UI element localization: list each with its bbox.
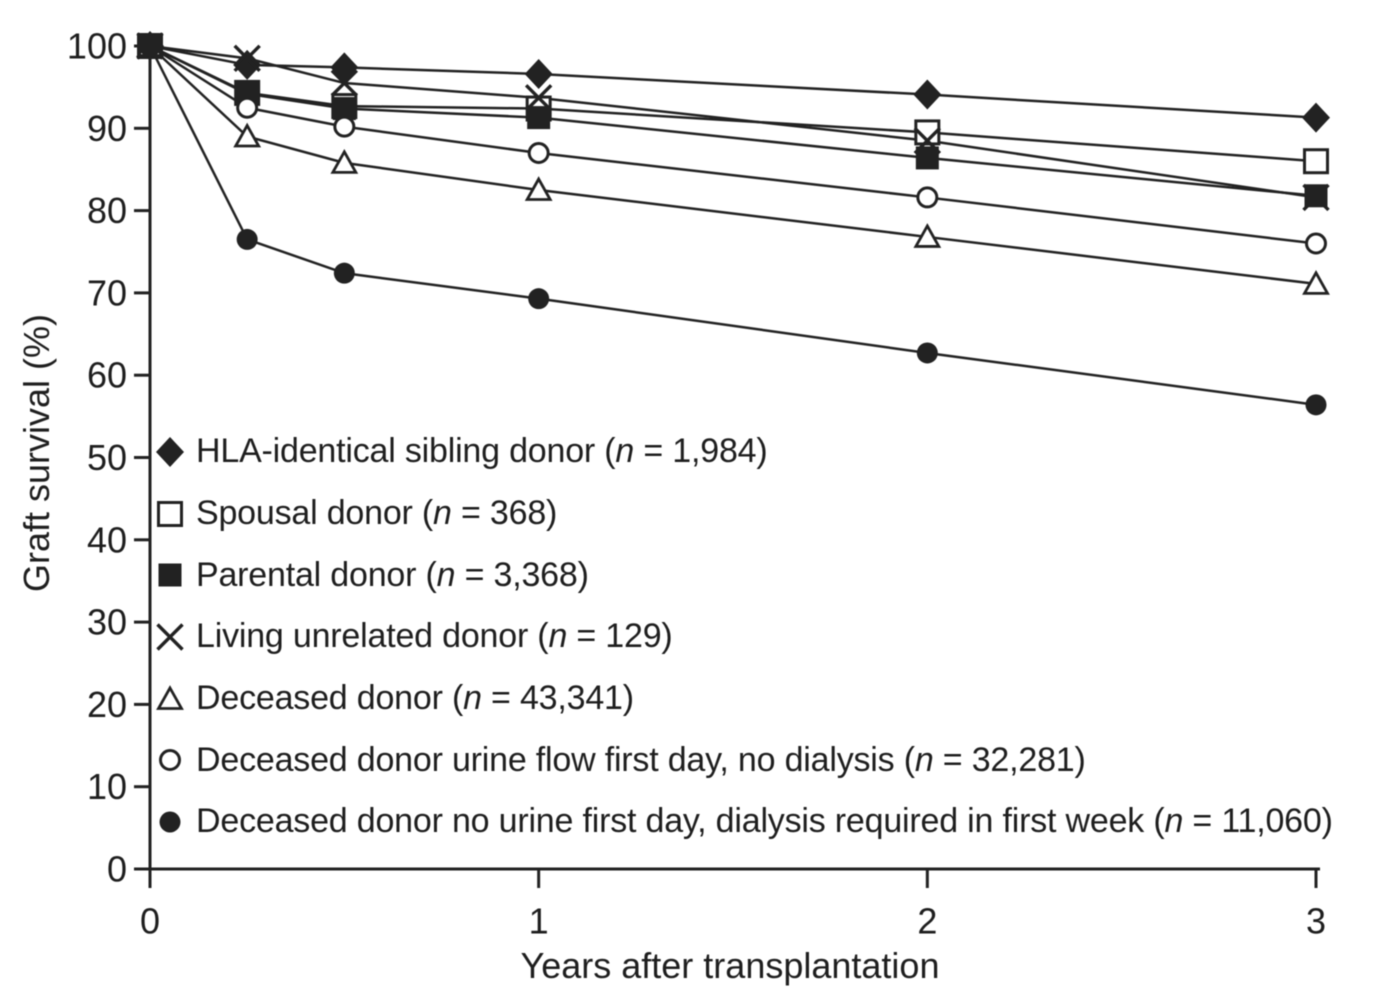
- legend-marker-triangle-open: [156, 684, 184, 710]
- series-line-circle-filled: [148, 45, 1317, 407]
- series-line-diamond-filled: [149, 44, 1317, 119]
- legend-label: Deceased donor no urine first day, dialy…: [196, 802, 1333, 841]
- legend-label: Deceased donor (n = 43,341): [196, 679, 634, 718]
- square-open-marker: [914, 119, 941, 146]
- square-open-marker: [1303, 148, 1329, 175]
- series-line-circle-open: [149, 44, 1317, 245]
- y-tick-label: 70: [87, 272, 127, 313]
- cross-marker: [913, 126, 942, 155]
- legend-marker-circle-open: [159, 749, 181, 772]
- circle-filled-marker: [528, 288, 550, 310]
- square-open-marker: [157, 500, 183, 527]
- cross-marker: [524, 84, 553, 112]
- circle-open-marker: [333, 115, 356, 138]
- circle-filled-marker: [139, 35, 161, 57]
- legend-label: HLA-identical sibling donor (n = 1,984): [196, 432, 768, 471]
- cross-marker: [233, 44, 261, 73]
- circle-open-marker: [236, 96, 259, 119]
- y-axis-title: Graft survival (%): [16, 313, 57, 593]
- circle-open-marker: [1305, 232, 1327, 255]
- legend-item-3: Parental donor (n = 3,368): [151, 544, 1333, 606]
- series-line-square-filled: [149, 44, 1317, 198]
- circle-open-marker: [159, 749, 181, 772]
- y-tick-label: 10: [87, 766, 127, 807]
- x-axis-title: Years after transplantation: [520, 945, 940, 986]
- triangle-open-marker: [524, 176, 553, 201]
- cross-marker: [156, 623, 184, 651]
- x-tick-label: 1: [529, 901, 549, 942]
- legend-item-2: Spousal donor (n = 368): [151, 483, 1333, 545]
- y-tick-label: 60: [87, 355, 127, 396]
- circle-filled-marker: [159, 811, 181, 833]
- x-tick-label: 3: [1306, 901, 1326, 942]
- legend-item-7: Deceased donor no urine first day, dialy…: [151, 791, 1333, 853]
- y-tick-label: 20: [87, 684, 127, 725]
- diamond-filled-marker: [156, 436, 184, 467]
- legend-marker-circle-filled: [159, 811, 181, 833]
- series-line-triangle-open: [149, 45, 1317, 286]
- y-tick-label: 50: [87, 437, 127, 478]
- y-tick-label: 40: [87, 519, 127, 560]
- series-markers-circle-filled: [139, 35, 1327, 416]
- circle-filled-marker: [333, 262, 355, 284]
- circle-filled-marker: [916, 342, 938, 364]
- series-markers-diamond-filled: [136, 31, 1330, 133]
- legend-item-6: Deceased donor urine flow first day, no …: [151, 729, 1333, 791]
- series-markers-triangle-open: [136, 32, 1330, 295]
- circle-open-marker: [916, 186, 939, 209]
- series-line-square-open: [149, 44, 1317, 163]
- legend-marker-square-open: [157, 500, 183, 527]
- legend-item-4: Living unrelated donor (n = 129): [151, 606, 1333, 668]
- legend-item-1: HLA-identical sibling donor (n = 1,984): [151, 421, 1333, 483]
- legend-label: Spousal donor (n = 368): [196, 494, 558, 533]
- square-filled-marker: [332, 97, 356, 121]
- triangle-open-marker: [156, 684, 184, 710]
- diamond-filled-marker: [233, 49, 262, 80]
- y-tick-label: 30: [87, 602, 127, 643]
- square-filled-marker: [158, 563, 182, 587]
- cross-marker: [1302, 183, 1330, 212]
- y-tick-label: 0: [107, 849, 127, 890]
- triangle-open-marker: [1302, 269, 1330, 295]
- legend-marker-cross: [156, 623, 184, 651]
- legend-label: Living unrelated donor (n = 129): [196, 617, 673, 656]
- square-filled-marker: [527, 106, 551, 130]
- x-tick-label: 0: [140, 901, 160, 942]
- triangle-open-marker: [330, 149, 359, 174]
- diamond-filled-marker: [524, 58, 553, 89]
- circle-filled-marker: [236, 228, 258, 250]
- legend-label: Parental donor (n = 3,368): [196, 555, 589, 594]
- legend-item-5: Deceased donor (n = 43,341): [151, 668, 1333, 730]
- y-tick-label: 100: [67, 26, 127, 67]
- y-tick-label: 90: [87, 108, 127, 149]
- cross-marker: [330, 69, 359, 97]
- legend-marker-diamond-filled: [156, 436, 184, 467]
- legend-label: Deceased donor urine flow first day, no …: [196, 740, 1086, 779]
- legend-marker-square-filled: [158, 563, 182, 587]
- circle-open-marker: [527, 141, 550, 164]
- diamond-filled-marker: [330, 52, 359, 83]
- series-markers-circle-open: [139, 35, 1327, 255]
- circle-filled-marker: [1305, 394, 1327, 416]
- y-tick-label: 80: [87, 190, 127, 231]
- chart-legend: HLA-identical sibling donor (n = 1,984) S…: [151, 421, 1333, 853]
- triangle-open-marker: [233, 122, 262, 148]
- series-line-cross: [149, 44, 1317, 199]
- diamond-filled-marker: [1302, 102, 1330, 133]
- square-filled-marker: [915, 146, 939, 170]
- diamond-filled-marker: [913, 79, 942, 110]
- triangle-open-marker: [913, 223, 942, 248]
- x-tick-label: 2: [917, 901, 937, 942]
